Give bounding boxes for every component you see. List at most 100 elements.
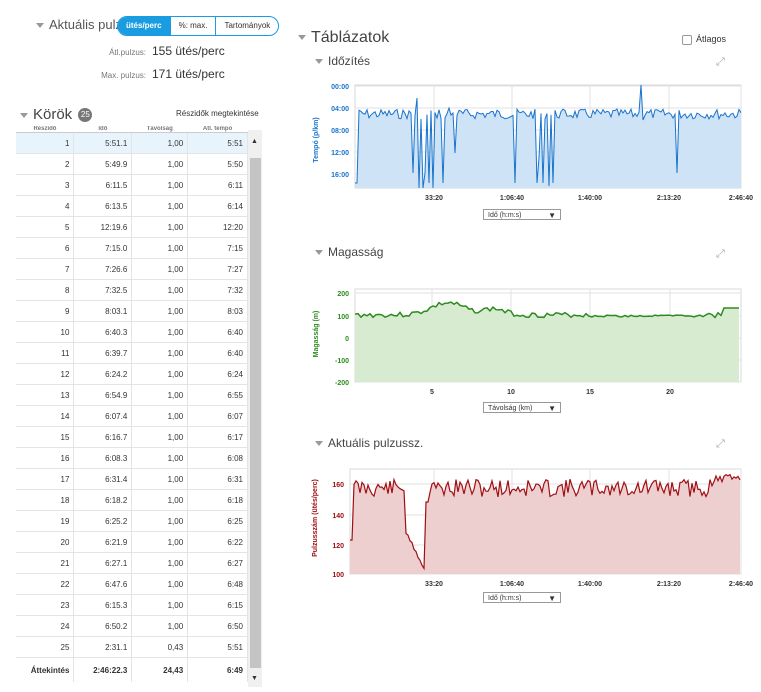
elevation-chart-header[interactable]: Magasság [315,245,383,259]
column-header[interactable]: Átl. tempó [187,126,248,133]
timing-chart-header[interactable]: Időzítés [315,54,370,68]
timing-chart-title: Időzítés [328,54,371,68]
table-cell: 5:51.1 [73,132,133,154]
table-cell: 20 [16,531,75,553]
table-row[interactable]: 2 5:49.9 1,00 5:50 [16,153,248,175]
dropdown-arrow-icon: ▼ [548,404,556,413]
y-tick-label: 160 [332,482,344,489]
table-cell: 5 [16,216,75,238]
table-cell: 1,00 [131,363,189,385]
table-row[interactable]: 19 6:25.2 1,00 6:25 [16,510,248,532]
table-row[interactable]: 16 6:08.3 1,00 6:08 [16,447,248,469]
table-row[interactable]: 10 6:40.3 1,00 6:40 [16,321,248,343]
unit-percent-max-tab[interactable]: %: max. [169,17,216,35]
scrollbar-thumb[interactable] [250,158,261,668]
table-row[interactable]: 7 7:26.6 1,00 7:27 [16,258,248,280]
column-header[interactable]: Idő [73,126,132,133]
table-cell: 1,00 [131,573,189,595]
x-tick-labels: 5 10 15 20 [430,389,674,396]
table-cell: 6:48 [187,573,248,595]
x-tick-label: 1:06:40 [500,581,524,588]
checkbox-icon[interactable] [682,34,692,45]
expand-icon[interactable]: ⤢ [716,56,725,68]
expand-icon[interactable]: ⤢ [716,248,725,260]
table-row[interactable]: 12 6:24.2 1,00 6:24 [16,363,248,385]
table-cell: 2 [16,153,75,175]
table-row[interactable]: 15 6:16.7 1,00 6:17 [16,426,248,448]
table-row[interactable]: 6 7:15.0 1,00 7:15 [16,237,248,259]
unit-bpm-tab[interactable]: ütés/perc [118,17,170,35]
table-row[interactable]: 9 8:03.1 1,00 8:03 [16,300,248,322]
dropdown-arrow-icon: ▼ [548,594,556,603]
elevation-x-axis-select[interactable]: Távolság (km) ▼ [483,402,561,413]
table-cell: 9 [16,300,75,322]
heart-rate-x-axis-select[interactable]: Idő (h:m:s) ▼ [483,592,561,603]
table-cell: 19 [16,510,75,532]
table-cell: 1,00 [131,468,189,490]
heart-rate-chart-header[interactable]: Aktuális pulzussz. [315,436,423,450]
table-row[interactable]: 24 6:50.2 1,00 6:50 [16,615,248,637]
table-row[interactable]: 5 12:19.6 1,00 12:20 [16,216,248,238]
table-cell: 5:51 [187,636,248,658]
table-row[interactable]: 13 6:54.9 1,00 6:55 [16,384,248,406]
table-cell: 1,00 [131,216,189,238]
table-row[interactable]: 8 7:32.5 1,00 7:32 [16,279,248,301]
table-cell: 22 [16,573,75,595]
unit-zones-tab[interactable]: Tartományok [215,17,278,35]
table-cell: 10 [16,321,75,343]
scroll-down-icon[interactable]: ▼ [251,675,258,682]
expand-icon[interactable]: ⤢ [716,438,725,450]
x-tick-label: 15 [586,389,594,396]
table-row[interactable]: 25 2:31.1 0,43 5:51 [16,636,248,658]
charts-header[interactable]: Táblázatok [298,29,389,47]
table-cell: 6:47.6 [73,573,133,595]
table-row[interactable]: 20 6:21.9 1,00 6:22 [16,531,248,553]
tempo-series-area [355,85,741,188]
scroll-up-icon[interactable]: ▲ [251,138,258,145]
table-cell: 1,00 [131,447,189,469]
table-row[interactable]: 4 6:13.5 1,00 6:14 [16,195,248,217]
table-row[interactable]: 18 6:18.2 1,00 6:18 [16,489,248,511]
elevation-series-line [354,301,739,319]
y-tick-label: 12:00 [331,150,349,157]
x-tick-label: 5 [430,389,434,396]
column-header[interactable]: Távolság [131,126,188,133]
x-tick-label: 1:40:00 [578,581,602,588]
table-cell: 6:24 [187,363,248,385]
column-header[interactable]: Részidő [16,126,74,133]
table-cell: 6:18 [187,489,248,511]
average-checkbox[interactable]: Átlagos [682,34,726,45]
table-cell: 1,00 [131,279,189,301]
table-row[interactable]: 17 6:31.4 1,00 6:31 [16,468,248,490]
laps-header[interactable]: Körök 25 [20,106,93,123]
table-row[interactable]: 11 6:39.7 1,00 6:40 [16,342,248,364]
table-total-row: Áttekintés 2:46:22.3 24,43 6:49 [16,657,248,682]
table-cell: 6:15 [187,594,248,616]
table-cell: 1,00 [131,132,189,154]
table-cell: 1,00 [131,510,189,532]
laps-count-badge: 25 [78,108,93,123]
heart-rate-header[interactable]: Aktuális pulz [36,17,122,32]
table-cell: 6:13.5 [73,195,133,217]
table-row[interactable]: 14 6:07.4 1,00 6:07 [16,405,248,427]
table-cell: 16 [16,447,75,469]
table-cell: 5:51 [187,132,248,154]
table-cell: 6:08 [187,447,248,469]
table-cell: 1,00 [131,489,189,511]
x-tick-labels: 33:20 1:06:40 1:40:00 2:13:20 2:46:40 [425,581,753,588]
view-splits-link[interactable]: Részidők megtekintése [176,109,259,118]
table-row[interactable]: 23 6:15.3 1,00 6:15 [16,594,248,616]
table-row[interactable]: 22 6:47.6 1,00 6:48 [16,573,248,595]
table-cell: 1,00 [131,426,189,448]
table-row[interactable]: 21 6:27.1 1,00 6:27 [16,552,248,574]
elevation-chart-title: Magasság [328,245,384,259]
table-cell: 6:21.9 [73,531,133,553]
table-row[interactable]: 3 6:11.5 1,00 6:11 [16,174,248,196]
table-cell: 6:55 [187,384,248,406]
avg-hr-label: Átl.pulzus: [109,48,146,57]
table-cell: 7:15.0 [73,237,133,259]
timing-chart: Tempó (p/km) 00:00 04:00 08:00 12:00 16:00 3… [313,84,753,202]
y-tick-label: -200 [335,380,349,387]
table-row[interactable]: 1 5:51.1 1,00 5:51 [16,132,248,154]
timing-x-axis-select[interactable]: Idő (h:m:s) ▼ [483,209,561,220]
